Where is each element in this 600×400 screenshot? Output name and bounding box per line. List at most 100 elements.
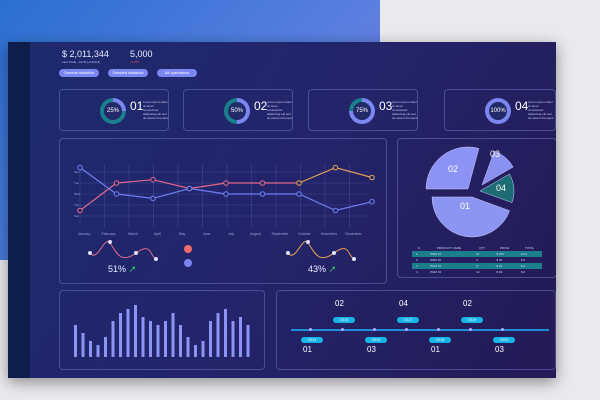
pie-label: 01	[460, 201, 470, 211]
y-tick-label: Tue	[74, 181, 79, 185]
bar[interactable]	[119, 313, 122, 357]
table-cell: $ 0	[521, 258, 526, 262]
kpi-text: Lorem ipsum dolor sit amet consectetur a…	[392, 100, 418, 120]
column-header: PRICE	[500, 246, 510, 250]
x-tick-label: June	[203, 232, 211, 236]
sparkline-point	[352, 257, 356, 261]
timeline-dot	[373, 328, 376, 331]
count-change: -0.45%	[130, 60, 140, 64]
bar[interactable]	[216, 313, 220, 357]
bar[interactable]	[141, 317, 145, 357]
timeline-year[interactable]: 2018	[429, 337, 451, 343]
bar[interactable]	[171, 313, 175, 357]
bar[interactable]	[104, 337, 107, 357]
bar[interactable]	[74, 325, 77, 357]
y-tick-label: Mon	[74, 170, 80, 174]
timeline-number: 04	[399, 299, 408, 308]
pie-panel: 01 02 03 04 # PRODUCT NAME QTY PRICE TOTAL 1 ITEM…	[397, 138, 556, 278]
data-point[interactable]	[223, 191, 229, 197]
bar[interactable]	[134, 305, 137, 357]
data-point[interactable]	[332, 207, 339, 214]
pie-slice-04[interactable]	[479, 173, 515, 203]
timeline-year[interactable]: 2020	[493, 337, 515, 343]
timeline-year[interactable]: 2017	[397, 317, 419, 323]
data-point[interactable]	[259, 180, 266, 186]
bar[interactable]	[149, 321, 152, 357]
data-point[interactable]	[259, 191, 266, 197]
bar[interactable]	[201, 341, 205, 357]
pie-slice-02[interactable]	[425, 146, 480, 190]
x-tick-label: April	[154, 232, 161, 236]
data-point[interactable]	[369, 198, 375, 205]
bar[interactable]	[246, 325, 250, 357]
progress-ring: 100%	[485, 98, 511, 124]
pie-slice-03[interactable]	[481, 150, 514, 186]
bar[interactable]	[111, 321, 115, 357]
table-cell: $ 00	[496, 258, 503, 262]
x-tick-label: December	[345, 232, 362, 236]
table-row[interactable]: 4 ITEM 04 12 $ 00 $ 0	[412, 269, 542, 275]
kpi-card: 100% 04 Lorem ipsum dolor sit amet conse…	[444, 89, 556, 131]
table-row[interactable]: 3 ITEM 03 5 $ 00 $ 0	[412, 263, 542, 269]
column-header: PRODUCT NAME	[436, 246, 462, 250]
data-point[interactable]	[369, 174, 375, 181]
timeline-text: · · ·	[347, 300, 352, 304]
bar[interactable]	[164, 321, 167, 357]
bar[interactable]	[156, 325, 160, 357]
timeline-year[interactable]: 2015	[333, 317, 355, 323]
kpi-text: Lorem ipsum dolor sit amet consectetur a…	[267, 100, 293, 120]
table-row[interactable]: 1 ITEM 01 27 $ 000 $ 00	[412, 251, 542, 257]
timeline-year[interactable]: 2019	[461, 317, 483, 323]
bar[interactable]	[209, 321, 212, 357]
timeline-number: 02	[335, 299, 344, 308]
timeline-year[interactable]: 2014	[301, 337, 323, 343]
column-header: QTY	[479, 246, 486, 250]
table-cell: $ 0	[521, 270, 526, 274]
pie-slice-01[interactable]	[431, 196, 510, 238]
bar[interactable]	[179, 325, 182, 357]
all-operations-button[interactable]: All operations	[157, 69, 197, 77]
timeline-text: · · ·	[411, 300, 416, 304]
table-row[interactable]: 2 ITEM 02 4 $ 00 $ 0	[412, 257, 542, 263]
table-cell: ITEM 04	[429, 270, 442, 274]
sidebar	[8, 42, 30, 378]
bar[interactable]	[224, 309, 227, 357]
general-statistics-button[interactable]: General statistics	[59, 69, 99, 77]
x-tick-label: November	[321, 232, 338, 236]
bar[interactable]	[186, 337, 190, 357]
bar[interactable]	[239, 317, 242, 357]
kpi-percent: 75%	[355, 108, 368, 114]
table-cell: $ 00	[496, 264, 503, 268]
data-point[interactable]	[186, 185, 193, 192]
timeline-number: 01	[431, 345, 440, 354]
timeline-axis	[291, 329, 549, 331]
data-point[interactable]	[77, 207, 83, 214]
data-point[interactable]	[113, 180, 120, 186]
data-point[interactable]	[332, 164, 339, 171]
detailed-statistics-button[interactable]: Detailed statistics	[108, 69, 148, 77]
bar[interactable]	[231, 321, 235, 357]
count: 5,000	[130, 49, 153, 59]
data-point[interactable]	[77, 164, 83, 171]
sparkline-point	[154, 257, 158, 261]
bar[interactable]	[81, 333, 85, 357]
timeline-dot	[437, 328, 440, 331]
balance-sub: Last Trade - 19:20 (+1440.4)	[62, 60, 101, 64]
data-point[interactable]	[150, 176, 156, 183]
data-point[interactable]	[223, 180, 229, 186]
bar[interactable]	[126, 309, 130, 357]
data-point[interactable]	[296, 191, 302, 197]
kpi-text: Lorem ipsum dolor sit amet consectetur a…	[143, 100, 169, 120]
data-point[interactable]	[150, 195, 156, 202]
table-cell: $ 0	[521, 264, 526, 268]
x-tick-label: January	[78, 232, 91, 236]
sparkline-point	[332, 251, 336, 255]
timeline-year[interactable]: 2016	[365, 337, 387, 343]
data-point[interactable]	[113, 191, 120, 197]
bar[interactable]	[194, 345, 197, 357]
bar[interactable]	[89, 341, 92, 357]
y-tick-label: Thu	[74, 203, 80, 207]
column-header: TOTAL	[524, 246, 535, 250]
data-point[interactable]	[296, 180, 302, 186]
bar[interactable]	[96, 345, 100, 357]
